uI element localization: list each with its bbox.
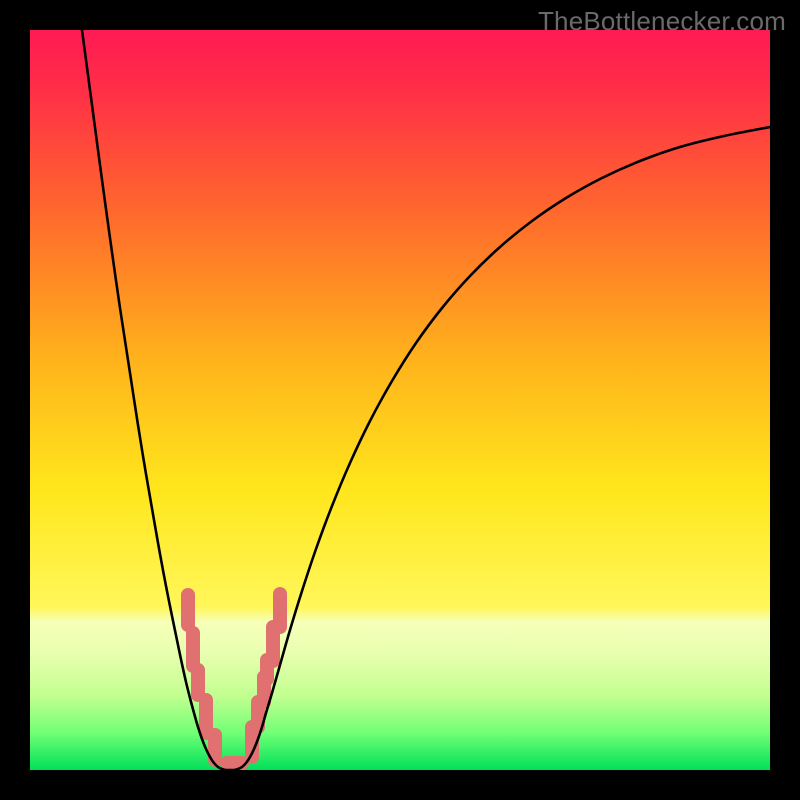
chart-frame: TheBottlenecker.com bbox=[0, 0, 800, 800]
gradient-background bbox=[30, 30, 770, 770]
bottleneck-chart bbox=[30, 30, 770, 770]
data-marker bbox=[208, 728, 222, 767]
data-marker bbox=[273, 587, 287, 634]
data-marker bbox=[181, 588, 195, 632]
plot-area bbox=[30, 30, 770, 770]
